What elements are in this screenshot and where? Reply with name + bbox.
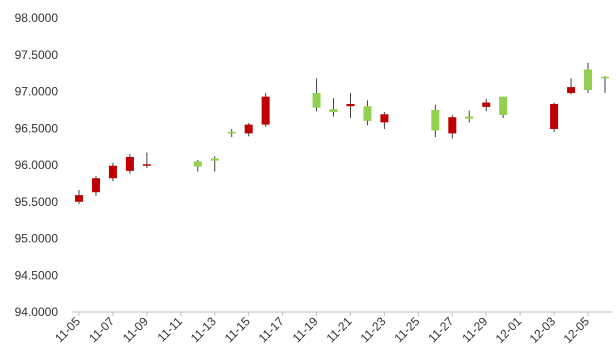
candle-body [482,102,491,107]
x-tick-label: 12-01 [493,314,525,346]
y-axis: 94.0000 94.5000 95.0000 95.5000 96.0000 96.50… [15,11,59,319]
candle [567,78,576,95]
candle [550,102,559,132]
x-tick-label: 12-03 [527,314,559,346]
candle-body [193,161,202,167]
candle [312,78,321,112]
candle-body [312,92,321,108]
x-tick-label: 11-21 [324,314,355,345]
candle-body [499,96,508,116]
candle [210,156,219,172]
x-tick-label: 11-07 [86,314,117,345]
candle [431,104,440,138]
x-tick-label: 12-05 [561,314,593,346]
candle [142,152,151,168]
candle-body [108,165,117,179]
candle [91,176,100,196]
candle [227,128,236,138]
candle [346,92,355,118]
candle [75,189,83,204]
x-tick-label: 11-17 [256,314,287,345]
x-tick-label: 11-09 [120,314,151,345]
candle [482,98,491,112]
x-axis: 11-05 11-07 11-09 11-11 11-13 11-15 11-17 11-19… [52,311,612,346]
candle-body [550,103,559,129]
candle [380,112,389,129]
y-tick-label: 96.5000 [15,121,59,135]
candle-body [346,103,355,107]
candle [125,153,134,174]
y-tick-label: 97.5000 [15,48,59,62]
candle-body [210,158,219,161]
candle [363,100,372,126]
x-tick-label: 11-23 [358,314,389,345]
x-tick-label: 11-15 [222,314,253,345]
x-tick-label: 11-13 [188,314,219,345]
y-tick-label: 95.0000 [15,232,59,246]
candle-body [125,156,134,171]
candles [75,62,609,204]
candle [329,98,338,117]
x-tick-label: 11-25 [391,314,422,345]
x-tick-label: 11-19 [290,314,321,345]
y-tick-label: 96.0000 [15,158,59,172]
candle [261,92,270,127]
candle-body [431,109,440,131]
candle-body [584,69,593,91]
candle [448,115,457,139]
candle [108,162,117,182]
candle-body [465,116,474,119]
y-tick-label: 94.5000 [15,268,59,282]
candle-body [567,87,576,93]
candle [499,96,508,118]
candle-body [244,124,253,134]
candle-body [91,178,100,193]
candle-body [380,114,389,123]
x-tick-label: 11-11 [155,314,186,345]
candle-body [329,109,338,113]
candle-body [227,131,236,134]
candle-body [142,164,151,166]
candle-body [75,195,83,202]
candle [244,123,253,137]
y-tick-label: 97.0000 [15,85,59,99]
candle-body [363,106,372,121]
candle [465,110,474,123]
candle-body [261,96,270,125]
candle-body [448,117,457,134]
y-tick-label: 98.0000 [15,11,59,25]
candle [584,62,593,93]
candle [193,159,202,172]
candle-body [601,76,609,79]
candle [601,76,609,93]
y-tick-label: 95.5000 [15,195,59,209]
x-tick-label: 11-29 [459,314,490,345]
y-tick-label: 94.0000 [15,305,59,319]
x-tick-label: 11-27 [425,314,456,345]
